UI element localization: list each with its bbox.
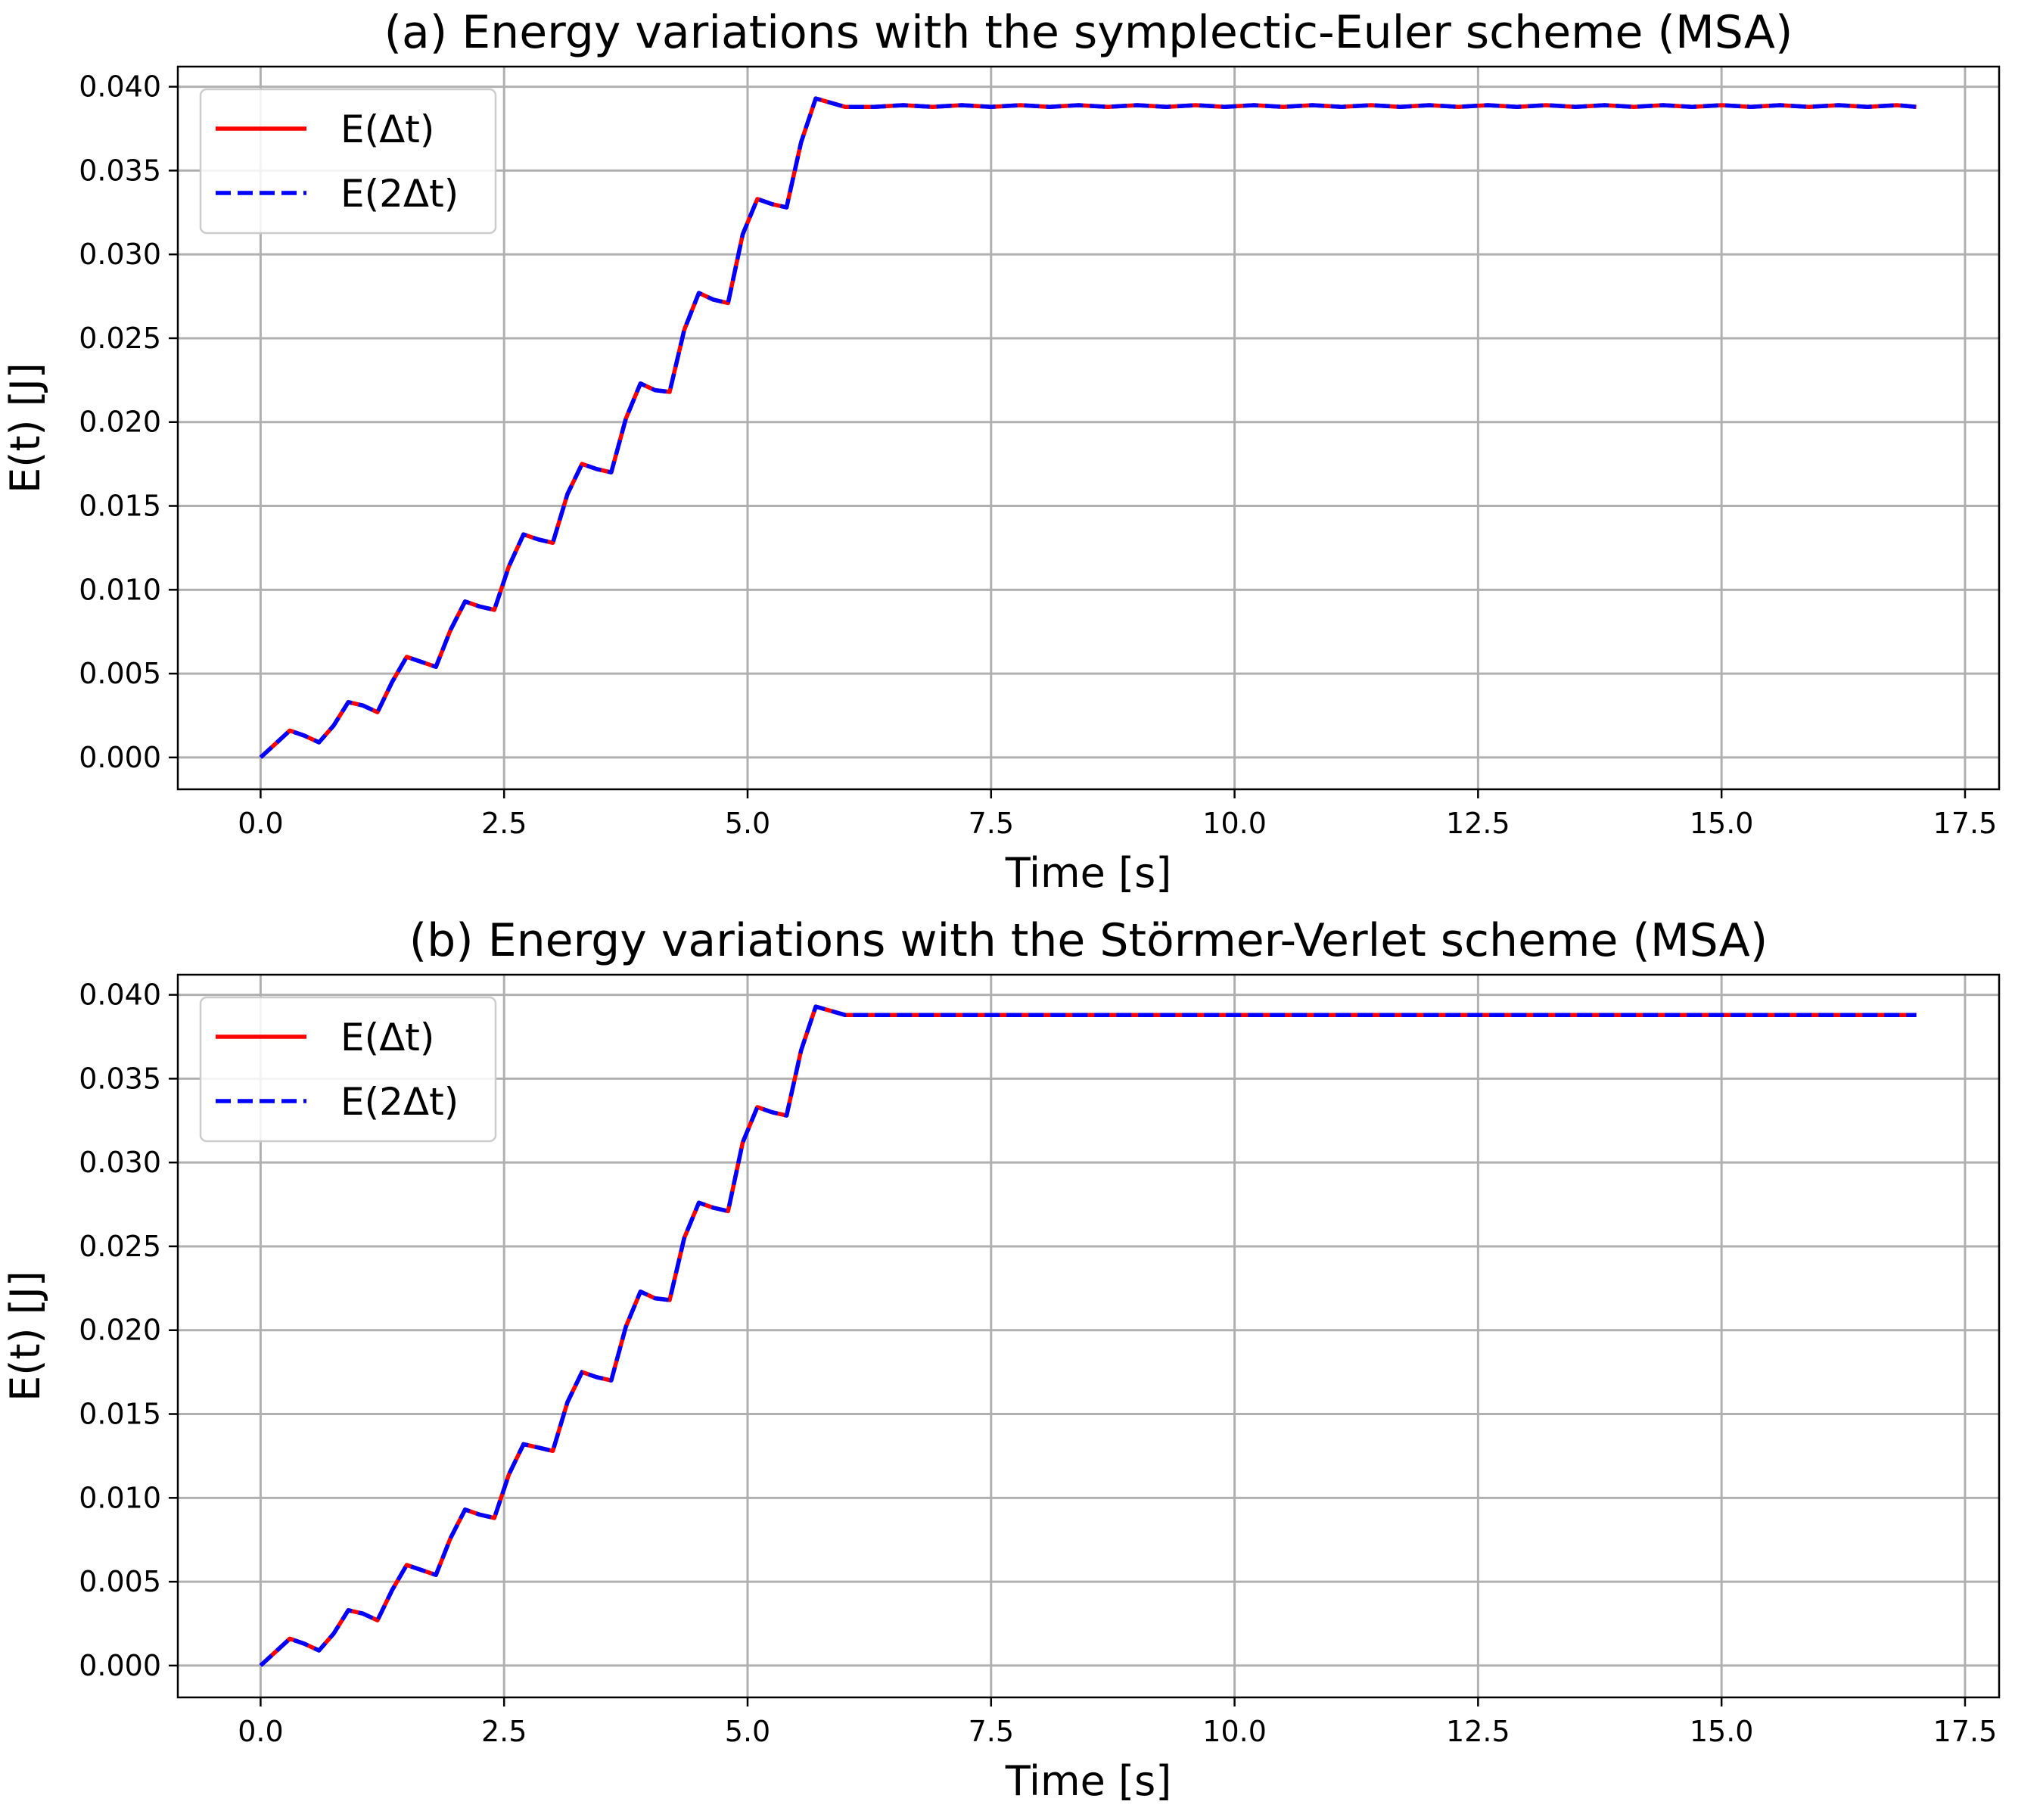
series-lines: [259, 1004, 1917, 1667]
y-tick-label: 0.000: [79, 1649, 161, 1682]
axes-frame: [176, 65, 2001, 791]
y-tick-label: 0.015: [79, 490, 161, 523]
chart-panel-b: (b) Energy variations with the Störmer-V…: [2, 914, 2001, 1805]
x-tick-label: 17.5: [1933, 1715, 1998, 1748]
y-tick-label: 0.020: [79, 1314, 161, 1347]
x-axis-label: Time [s]: [1005, 849, 1172, 897]
legend: E(Δt) E(2Δt): [199, 996, 497, 1143]
y-axis-label: E(t) [J]: [2, 1271, 49, 1402]
y-tick-label: 0.025: [79, 322, 161, 355]
chart-panel-a: (a) Energy variations with the symplecti…: [2, 6, 2001, 897]
y-tick-label: 0.010: [79, 1481, 161, 1514]
x-tick-label: 2.5: [481, 1715, 527, 1748]
y-tick-label: 0.040: [79, 978, 161, 1012]
x-tick-label: 10.0: [1202, 1715, 1267, 1748]
chart-title: (b) Energy variations with the Störmer-V…: [409, 914, 1768, 967]
legend-label: E(Δt): [340, 107, 434, 151]
y-tick-label: 0.010: [79, 573, 161, 606]
y-tick-label: 0.005: [79, 657, 161, 690]
series-line-e-2dt: [259, 1004, 1917, 1667]
x-tick-label: 12.5: [1446, 1715, 1510, 1748]
x-tick-label: 15.0: [1690, 807, 1754, 840]
y-axis-label: E(t) [J]: [2, 362, 49, 493]
legend-box: [199, 88, 497, 235]
y-tick-label: 0.035: [79, 1062, 161, 1095]
legend: E(Δt) E(2Δt): [199, 88, 497, 235]
series-line-e-dt: [259, 1004, 1917, 1667]
x-tick-label: 17.5: [1933, 807, 1998, 840]
legend-label: E(Δt): [340, 1016, 434, 1059]
y-tick-label: 0.030: [79, 1146, 161, 1179]
y-tick-label: 0.040: [79, 70, 161, 104]
y-tick-label: 0.035: [79, 154, 161, 187]
y-tick-label: 0.025: [79, 1230, 161, 1263]
y-tick-label: 0.030: [79, 238, 161, 271]
y-tick-label: 0.005: [79, 1565, 161, 1598]
x-tick-label: 7.5: [969, 807, 1014, 840]
x-tick-label: 12.5: [1446, 807, 1510, 840]
x-tick-label: 15.0: [1690, 1715, 1754, 1748]
legend-label: E(2Δt): [340, 1080, 459, 1124]
x-tick-label: 10.0: [1202, 807, 1267, 840]
x-tick-label: 5.0: [725, 807, 770, 840]
x-tick-label: 0.0: [238, 807, 283, 840]
grid: [178, 67, 1999, 789]
x-axis-label: Time [s]: [1005, 1757, 1172, 1805]
y-tick-label: 0.000: [79, 741, 161, 774]
y-tick-label: 0.020: [79, 406, 161, 439]
legend-label: E(2Δt): [340, 172, 459, 216]
series-line-e-dt: [259, 96, 1917, 759]
series-line-e-2dt: [259, 96, 1917, 759]
x-tick-label: 0.0: [238, 1715, 283, 1748]
series-lines: [259, 96, 1917, 759]
y-tick-label: 0.015: [79, 1398, 161, 1431]
x-tick-label: 7.5: [969, 1715, 1014, 1748]
legend-box: [199, 996, 497, 1143]
chart-title: (a) Energy variations with the symplecti…: [384, 6, 1793, 59]
x-tick-label: 5.0: [725, 1715, 770, 1748]
x-tick-label: 2.5: [481, 807, 527, 840]
axes-frame: [176, 973, 2001, 1699]
